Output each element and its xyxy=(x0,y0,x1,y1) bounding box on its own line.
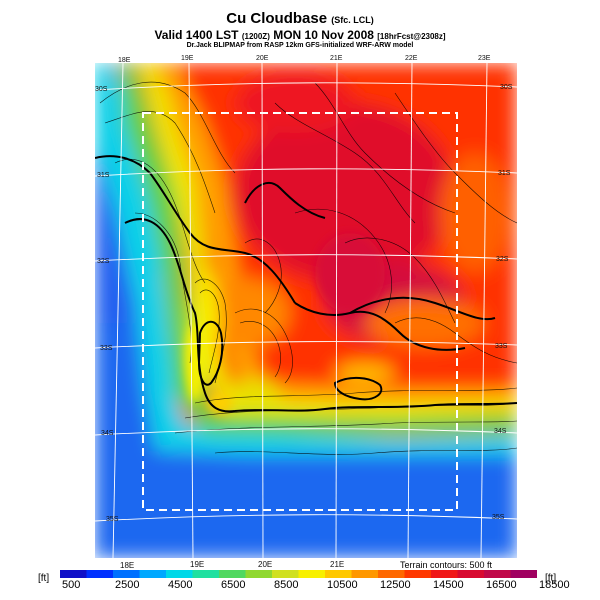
lat-label-left: 35S xyxy=(106,516,119,523)
lon-label-bottom: 18E xyxy=(120,561,135,570)
color-scale-swatch xyxy=(325,570,352,578)
color-scale-label: 4500 xyxy=(168,579,193,591)
lon-label-top: 19E xyxy=(181,55,194,62)
lat-label-right: 32S xyxy=(496,256,509,263)
lon-label-top: 18E xyxy=(118,57,131,64)
lat-label-left: 30S xyxy=(95,86,108,93)
lon-label-top: 22E xyxy=(405,55,418,62)
lat-label-right: 34S xyxy=(494,428,507,435)
lat-label-left: 32S xyxy=(97,258,110,265)
valid-time: Valid 1400 LST (1200Z) MON 10 Nov 2008 [… xyxy=(154,28,446,42)
map-title-note: (Sfc. LCL) xyxy=(331,15,374,25)
legend-unit-right: [ft] xyxy=(545,573,557,584)
color-scale-swatch xyxy=(192,570,220,578)
lon-label-top: 23E xyxy=(478,55,491,62)
color-scale-swatch xyxy=(166,570,193,578)
color-scale-swatch xyxy=(484,570,511,578)
color-scale-label: 10500 xyxy=(327,579,358,591)
valid-time-utc: (1200Z) xyxy=(241,32,270,41)
color-scale-swatch xyxy=(245,570,273,578)
graticule xyxy=(95,63,517,558)
terrain-contours-note: Terrain contours: 500 ft xyxy=(400,560,493,570)
color-scale-swatch xyxy=(510,570,537,578)
color-scale-label: 16500 xyxy=(486,579,517,591)
color-scale-swatch xyxy=(219,570,246,578)
color-scale-swatch xyxy=(86,570,114,578)
color-scale-label: 6500 xyxy=(221,579,246,591)
color-scale-swatch xyxy=(431,570,458,578)
lat-label-right: 31S xyxy=(498,170,511,177)
lon-label-bottom: 19E xyxy=(190,560,205,569)
cloudbase-map xyxy=(95,63,517,558)
model-source: Dr.Jack BLIPMAP from RASP 12km GFS-initi… xyxy=(186,42,414,49)
map-title: Cu Cloudbase (Sfc. LCL) xyxy=(226,10,374,27)
color-scale-swatch xyxy=(139,570,167,578)
color-scale-swatch xyxy=(298,570,326,578)
legend-unit-left: [ft] xyxy=(38,573,50,584)
color-scale-bar xyxy=(60,570,537,578)
color-scale-swatch xyxy=(378,570,405,578)
color-scale-swatch xyxy=(457,570,485,578)
lat-label-left: 33S xyxy=(100,345,113,352)
forecast-run-note: [18hrFcst@2308z] xyxy=(377,32,446,41)
color-scale-label: 12500 xyxy=(380,579,411,591)
lat-label-right: 33S xyxy=(495,343,508,350)
forecast-date: MON 10 Nov 2008 xyxy=(273,28,374,42)
lat-label-left: 31S xyxy=(97,172,110,179)
color-scale-label: 500 xyxy=(62,579,81,591)
color-scale-swatch xyxy=(404,570,432,578)
lon-label-bottom: 20E xyxy=(258,560,273,569)
lat-label-right: 35S xyxy=(492,514,505,521)
color-scale-label: 8500 xyxy=(274,579,299,591)
color-scale-swatch xyxy=(272,570,299,578)
color-scale-label: 14500 xyxy=(433,579,464,591)
lat-label-left: 34S xyxy=(101,430,114,437)
color-scale-swatch xyxy=(113,570,140,578)
color-scale-labels: 500 2500 4500 6500 8500 10500 12500 14500 16500 1… xyxy=(60,579,570,593)
lon-label-top: 21E xyxy=(330,55,343,62)
lon-label-bottom: 21E xyxy=(330,560,345,569)
color-scale-swatch xyxy=(60,570,87,578)
color-scale-swatch xyxy=(351,570,379,578)
lat-label-right: 30S xyxy=(500,84,513,91)
lon-label-top: 20E xyxy=(256,55,269,62)
color-scale-label: 18500 xyxy=(539,579,570,591)
color-scale-label: 2500 xyxy=(115,579,140,591)
inner-domain-box xyxy=(142,112,458,511)
